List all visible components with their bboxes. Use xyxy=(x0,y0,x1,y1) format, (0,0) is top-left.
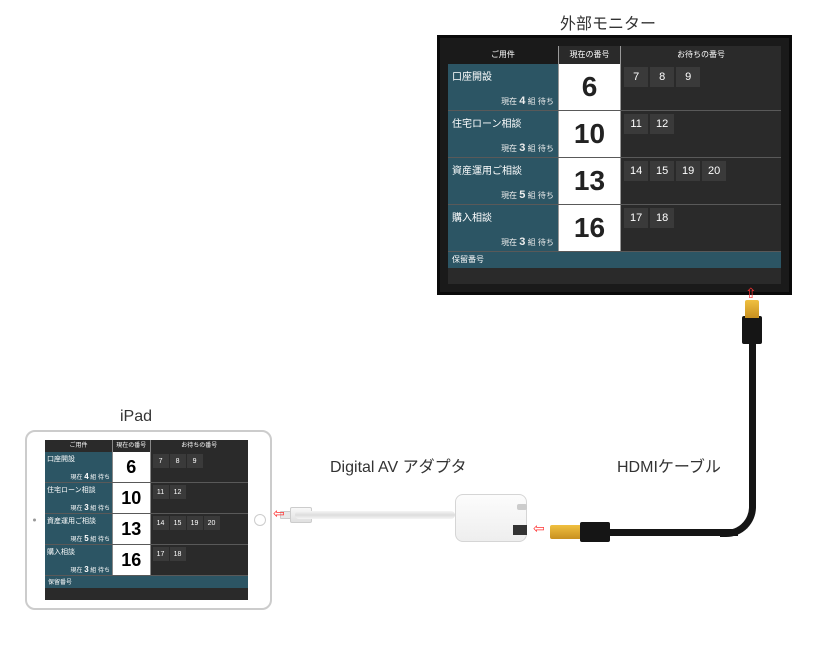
current-number: 16 xyxy=(112,545,151,575)
wait-count: 現在 4 組 待ち xyxy=(501,95,554,107)
current-number: 13 xyxy=(558,158,621,204)
wait-number: 7 xyxy=(624,67,648,87)
arrow-ipad-icon: ⇦ xyxy=(273,505,285,522)
queue-footer: 保留番号 xyxy=(448,252,781,268)
hdmi-cable-horizontal xyxy=(608,529,738,536)
header-service: ご用件 xyxy=(448,46,558,64)
service-cell: 住宅ローン相談 現在 3 組 待ち xyxy=(448,111,558,157)
hdmi-plug-left xyxy=(550,525,584,539)
wait-number: 20 xyxy=(204,516,220,530)
wait-number: 7 xyxy=(153,454,169,468)
wait-count: 現在 5 組 待ち xyxy=(71,534,110,543)
adapter-cable xyxy=(295,511,455,519)
wait-number: 17 xyxy=(624,208,648,228)
service-cell: 口座開設 現在 4 組 待ち xyxy=(45,452,112,482)
service-cell: 住宅ローン相談 現在 3 組 待ち xyxy=(45,483,112,513)
adapter-hdmi-port-icon xyxy=(513,525,527,535)
wait-number: 15 xyxy=(650,161,674,181)
hdmi-plug-top xyxy=(745,300,759,318)
header-current: 現在の番号 xyxy=(558,46,621,64)
waiting-cell: 1112 xyxy=(621,111,781,157)
queue-row: 口座開設 現在 4 組 待ち 6 789 xyxy=(448,64,781,111)
digital-av-adapter xyxy=(290,477,545,557)
label-hdmi: HDMIケーブル xyxy=(617,453,721,477)
wait-number: 19 xyxy=(676,161,700,181)
wait-count: 現在 3 組 待ち xyxy=(71,503,110,512)
adapter-body xyxy=(455,494,527,542)
wait-number: 14 xyxy=(153,516,169,530)
wait-number: 14 xyxy=(624,161,648,181)
queue-header: ご用件 現在の番号 お待ちの番号 xyxy=(45,440,248,452)
queue-row: 資産運用ご相談 現在 5 組 待ち 13 14151920 xyxy=(448,158,781,205)
ipad-camera-icon xyxy=(33,519,36,522)
arrow-monitor-icon: ⇧ xyxy=(745,285,757,302)
current-number: 6 xyxy=(112,452,151,482)
waiting-cell: 14151920 xyxy=(151,514,248,544)
wait-count: 現在 3 組 待ち xyxy=(501,142,554,154)
queue-footer: 保留番号 xyxy=(45,576,248,588)
wait-number: 12 xyxy=(650,114,674,134)
waiting-cell: 14151920 xyxy=(621,158,781,204)
wait-number: 20 xyxy=(702,161,726,181)
queue-row: 住宅ローン相談 現在 3 組 待ち 10 1112 xyxy=(45,483,248,514)
queue-table-small: ご用件 現在の番号 お待ちの番号 口座開設 現在 4 組 待ち 6 789 住宅… xyxy=(45,440,248,600)
hdmi-cable-curve xyxy=(720,380,756,537)
ipad-home-button xyxy=(254,514,266,526)
waiting-cell: 1718 xyxy=(621,205,781,251)
header-waiting: お待ちの番号 xyxy=(621,46,781,64)
wait-number: 11 xyxy=(153,485,169,499)
queue-row: 口座開設 現在 4 組 待ち 6 789 xyxy=(45,452,248,483)
service-cell: 資産運用ご相談 現在 5 組 待ち xyxy=(448,158,558,204)
queue-row: 購入相談 現在 3 組 待ち 16 1718 xyxy=(45,545,248,576)
header-waiting: お待ちの番号 xyxy=(151,440,248,452)
current-number: 10 xyxy=(558,111,621,157)
queue-table-large: ご用件 現在の番号 お待ちの番号 口座開設 現在 4 組 待ち 6 789 住宅… xyxy=(448,46,781,284)
queue-row: 住宅ローン相談 現在 3 組 待ち 10 1112 xyxy=(448,111,781,158)
wait-count: 現在 3 組 待ち xyxy=(501,236,554,248)
wait-number: 9 xyxy=(676,67,700,87)
wait-number: 18 xyxy=(650,208,674,228)
adapter-lightning-port-icon xyxy=(517,504,527,510)
queue-row: 資産運用ご相談 現在 5 組 待ち 13 14151920 xyxy=(45,514,248,545)
current-number: 16 xyxy=(558,205,621,251)
queue-header: ご用件 現在の番号 お待ちの番号 xyxy=(448,46,781,64)
queue-row: 購入相談 現在 3 組 待ち 16 1718 xyxy=(448,205,781,252)
ipad-device: ご用件 現在の番号 お待ちの番号 口座開設 現在 4 組 待ち 6 789 住宅… xyxy=(25,430,272,610)
ipad-screen: ご用件 現在の番号 お待ちの番号 口座開設 現在 4 組 待ち 6 789 住宅… xyxy=(45,440,248,600)
wait-number: 11 xyxy=(624,114,648,134)
wait-number: 9 xyxy=(187,454,203,468)
wait-number: 15 xyxy=(170,516,186,530)
wait-count: 現在 4 組 待ち xyxy=(71,472,110,481)
header-current: 現在の番号 xyxy=(112,440,151,452)
waiting-cell: 1112 xyxy=(151,483,248,513)
service-cell: 口座開設 現在 4 組 待ち xyxy=(448,64,558,110)
wait-number: 12 xyxy=(170,485,186,499)
service-cell: 購入相談 現在 3 組 待ち xyxy=(45,545,112,575)
wait-number: 18 xyxy=(170,547,186,561)
arrow-adapter-icon: ⇦ xyxy=(533,520,545,537)
service-cell: 資産運用ご相談 現在 5 組 待ち xyxy=(45,514,112,544)
waiting-cell: 789 xyxy=(621,64,781,110)
monitor-screen: ご用件 現在の番号 お待ちの番号 口座開設 現在 4 組 待ち 6 789 住宅… xyxy=(448,46,781,284)
current-number: 13 xyxy=(112,514,151,544)
wait-count: 現在 5 組 待ち xyxy=(501,189,554,201)
waiting-cell: 789 xyxy=(151,452,248,482)
label-ipad: iPad xyxy=(120,408,152,426)
waiting-cell: 1718 xyxy=(151,545,248,575)
wait-number: 8 xyxy=(650,67,674,87)
label-adapter: Digital AV アダプタ xyxy=(330,453,467,477)
wait-number: 19 xyxy=(187,516,203,530)
header-service: ご用件 xyxy=(45,440,112,452)
hdmi-connector-top xyxy=(742,316,762,344)
wait-count: 現在 3 組 待ち xyxy=(71,565,110,574)
hdmi-connector-left xyxy=(580,522,610,542)
wait-number: 17 xyxy=(153,547,169,561)
current-number: 6 xyxy=(558,64,621,110)
wait-number: 8 xyxy=(170,454,186,468)
hdmi-cable-vertical xyxy=(749,340,756,385)
label-monitor: 外部モニター xyxy=(560,10,656,34)
service-cell: 購入相談 現在 3 組 待ち xyxy=(448,205,558,251)
external-monitor: ご用件 現在の番号 お待ちの番号 口座開設 現在 4 組 待ち 6 789 住宅… xyxy=(437,35,792,295)
current-number: 10 xyxy=(112,483,151,513)
